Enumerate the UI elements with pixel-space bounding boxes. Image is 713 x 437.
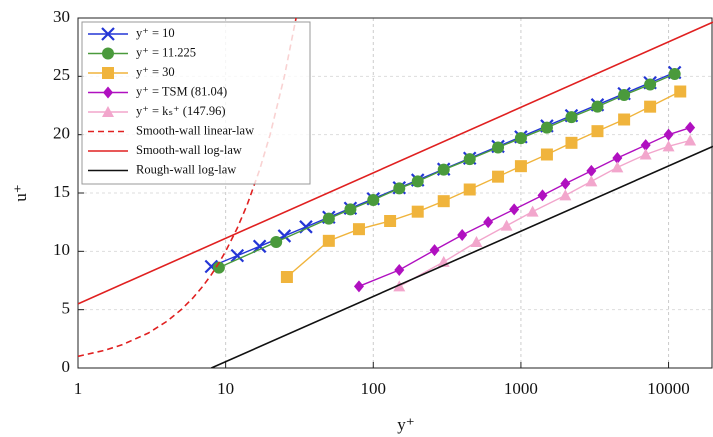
marker: [252, 239, 267, 254]
y-tick-label: 30: [53, 7, 70, 26]
marker: [393, 182, 406, 195]
marker: [500, 219, 513, 231]
legend-label: y⁺ = 30: [136, 65, 175, 79]
marker: [639, 148, 652, 160]
marker: [212, 261, 225, 274]
legend-label: Rough-wall log-law: [136, 162, 236, 176]
marker: [662, 140, 675, 152]
marker: [537, 189, 548, 202]
marker: [411, 175, 424, 188]
marker: [280, 271, 293, 283]
series-line: [211, 145, 713, 368]
marker: [540, 121, 553, 134]
marker: [393, 280, 406, 292]
marker: [684, 134, 697, 146]
marker: [514, 160, 527, 173]
y-tick-label: 5: [62, 299, 71, 318]
marker: [591, 100, 604, 113]
marker: [663, 128, 674, 141]
marker: [322, 234, 335, 247]
marker: [463, 153, 476, 166]
marker: [640, 139, 651, 152]
marker: [685, 121, 696, 134]
marker: [514, 132, 527, 145]
marker: [560, 177, 571, 190]
x-tick-label: 100: [361, 379, 387, 398]
marker: [612, 152, 623, 164]
plot-frame: [77, 17, 713, 369]
marker: [586, 164, 597, 177]
x-tick-label: 1000: [504, 379, 538, 398]
marker: [565, 136, 578, 149]
marker: [230, 248, 245, 263]
marker: [437, 195, 450, 208]
series-line: [78, 18, 297, 358]
marker: [565, 111, 578, 124]
marker: [457, 229, 468, 241]
marker: [470, 236, 483, 247]
marker: [429, 244, 440, 257]
marker: [483, 216, 494, 229]
plot-area: [78, 18, 713, 368]
marker: [384, 215, 397, 227]
marker: [611, 161, 624, 173]
x-tick-label: 10: [217, 379, 234, 398]
marker: [509, 203, 520, 216]
marker: [344, 203, 357, 216]
legend-box: [81, 21, 311, 185]
x-tick-label: 10000: [647, 379, 690, 398]
legend-label: y⁺ = 10: [136, 26, 175, 40]
marker: [618, 113, 631, 126]
marker: [437, 163, 450, 176]
marker: [411, 205, 424, 218]
legend-label: Smooth-wall linear-law: [136, 123, 254, 137]
marker: [102, 67, 114, 79]
marker: [102, 47, 114, 60]
legend-label: y⁺ = TSM (81.04): [136, 84, 227, 98]
marker: [492, 170, 505, 183]
y-tick-label: 25: [53, 65, 70, 84]
legend-label: y⁺ = kₛ⁺ (147.96): [136, 104, 225, 118]
marker: [101, 27, 115, 41]
marker: [492, 141, 505, 154]
y-tick-label: 0: [62, 357, 71, 376]
marker: [103, 86, 113, 99]
marker: [559, 189, 572, 201]
marker: [644, 100, 657, 113]
y-tick-label: 20: [53, 124, 70, 143]
legend: y⁺ = 10 y⁺ = 11.225 y⁺ = 30 y⁺ = TSM (81.04…: [81, 21, 311, 185]
marker: [352, 223, 365, 236]
marker: [591, 125, 604, 138]
series-line: [78, 21, 713, 305]
series-line: [358, 127, 691, 287]
marker: [540, 148, 553, 161]
marker: [322, 212, 335, 225]
x-tick-label: 1: [74, 379, 83, 398]
legend-label: y⁺ = 11.225: [136, 45, 196, 59]
y-axis-label: u⁺: [11, 184, 30, 201]
marker: [668, 68, 681, 80]
y-tick-label: 10: [53, 240, 70, 259]
marker: [270, 236, 283, 248]
legend-label: Smooth-wall log-law: [136, 143, 242, 157]
marker: [674, 85, 687, 98]
marker: [618, 89, 631, 101]
marker: [367, 194, 380, 206]
marker: [585, 175, 598, 187]
y-tick-label: 15: [53, 182, 70, 201]
marker: [463, 183, 476, 196]
marker: [526, 205, 539, 217]
marker: [644, 78, 657, 91]
x-axis-label: y⁺: [397, 415, 414, 434]
marker: [353, 280, 364, 293]
marker: [394, 264, 405, 276]
marker: [102, 106, 114, 117]
